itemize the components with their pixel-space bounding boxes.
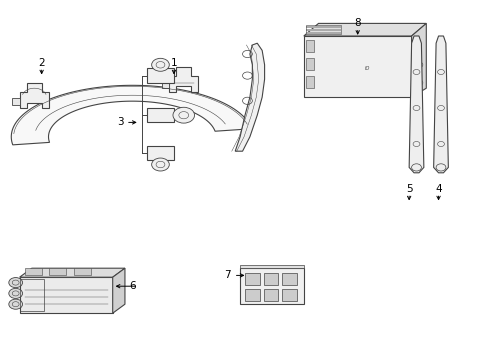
Bar — [24, 268, 42, 275]
Text: 3: 3 — [117, 117, 123, 127]
Bar — [306, 58, 314, 70]
Polygon shape — [304, 23, 426, 36]
Polygon shape — [409, 36, 424, 173]
Bar — [306, 76, 314, 88]
Bar — [306, 40, 314, 52]
Polygon shape — [169, 67, 198, 92]
Polygon shape — [11, 85, 252, 145]
Polygon shape — [235, 43, 265, 151]
Bar — [282, 289, 297, 301]
Bar — [245, 273, 260, 285]
Polygon shape — [20, 268, 125, 277]
Text: 8: 8 — [354, 18, 361, 28]
Circle shape — [9, 278, 23, 288]
Polygon shape — [20, 83, 49, 108]
Text: IO: IO — [365, 66, 370, 71]
Circle shape — [152, 158, 170, 171]
Text: 1: 1 — [171, 58, 177, 68]
Text: 5: 5 — [406, 184, 413, 194]
Polygon shape — [434, 36, 448, 173]
Bar — [304, 36, 412, 97]
Bar — [306, 26, 341, 27]
Bar — [240, 268, 304, 304]
Circle shape — [173, 107, 195, 123]
Bar — [20, 279, 44, 311]
Bar — [147, 108, 174, 122]
Bar — [282, 273, 297, 285]
Text: 2: 2 — [38, 58, 45, 68]
Polygon shape — [162, 81, 169, 88]
Bar — [245, 289, 260, 301]
Circle shape — [9, 288, 23, 298]
Polygon shape — [12, 98, 20, 105]
Circle shape — [9, 299, 23, 309]
Bar — [306, 30, 341, 31]
Bar — [49, 268, 66, 275]
Circle shape — [152, 58, 170, 71]
Bar — [264, 289, 278, 301]
Text: 4: 4 — [435, 184, 442, 194]
Bar — [147, 146, 174, 160]
Polygon shape — [412, 23, 426, 97]
Bar — [147, 68, 174, 83]
Bar — [264, 273, 278, 285]
Bar — [306, 27, 341, 28]
Text: 7: 7 — [224, 270, 231, 280]
Bar — [306, 32, 341, 33]
Bar — [20, 277, 113, 313]
Bar — [74, 268, 91, 275]
Text: 6: 6 — [129, 281, 136, 291]
Polygon shape — [113, 268, 125, 313]
Bar — [306, 33, 341, 34]
Bar — [306, 29, 341, 30]
Bar — [306, 25, 341, 34]
Bar — [240, 265, 304, 268]
